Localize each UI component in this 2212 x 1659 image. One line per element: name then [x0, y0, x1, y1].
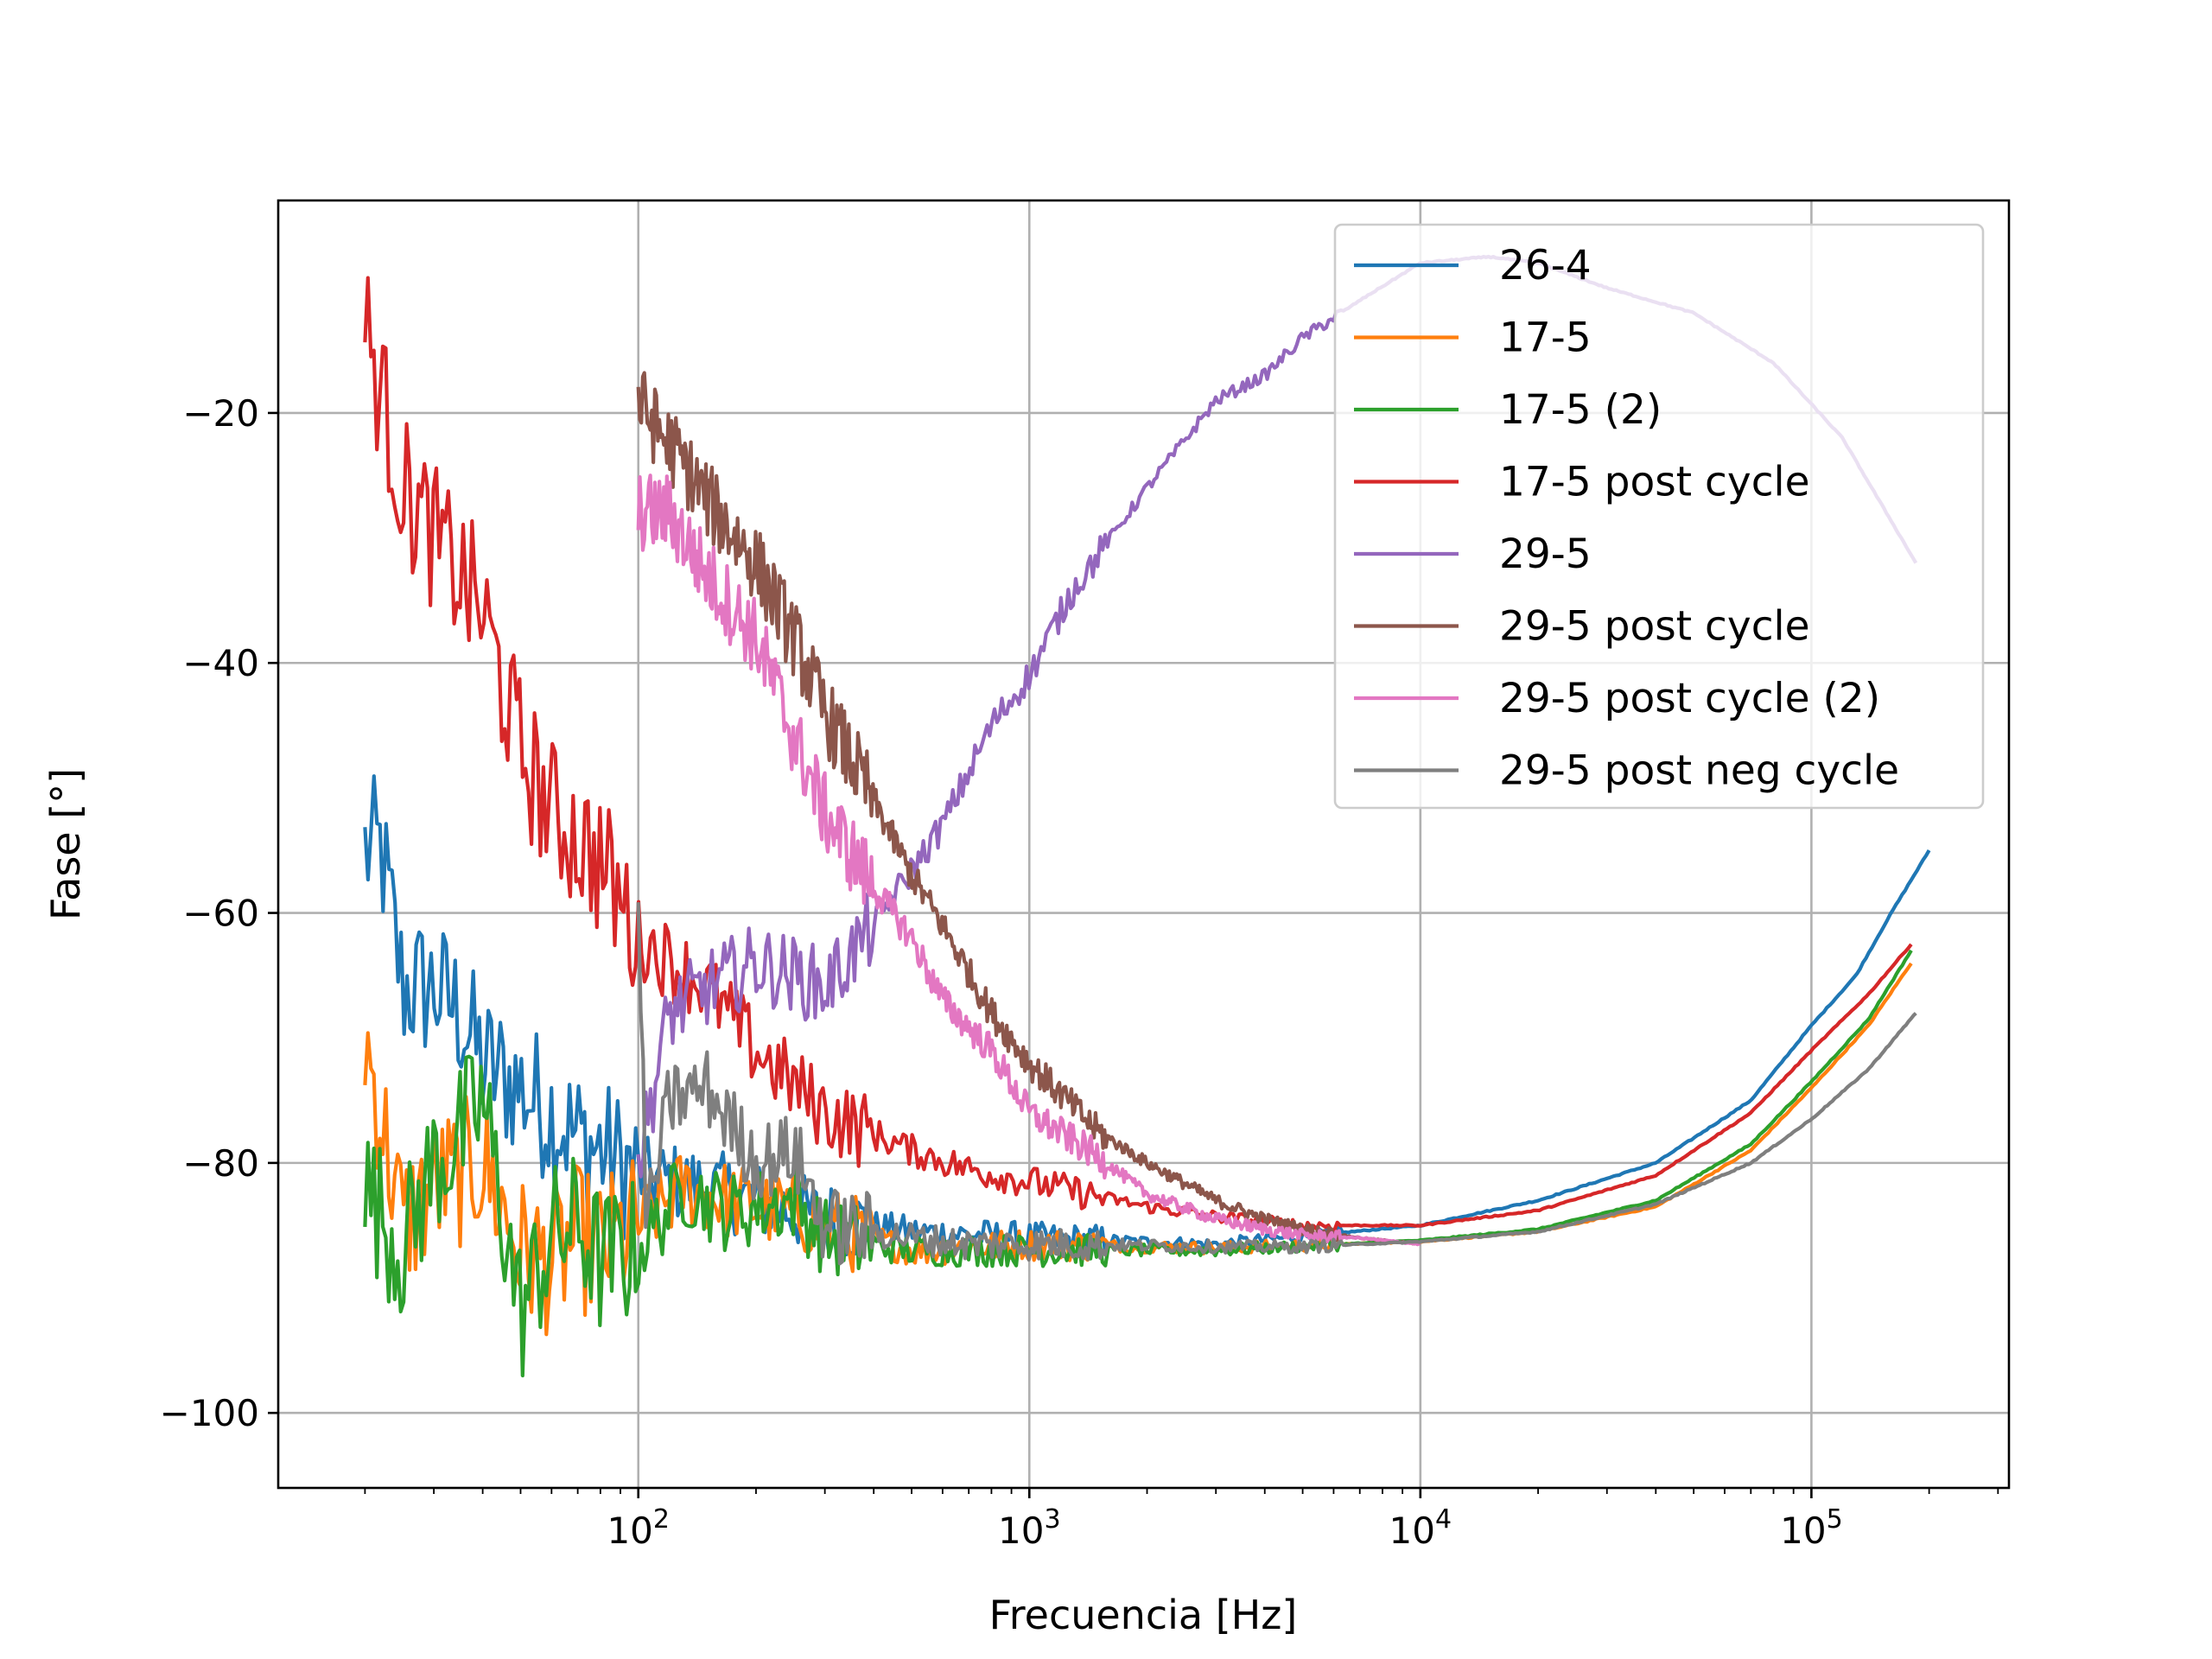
legend-label: 17-5 (2): [1499, 386, 1662, 434]
x-tick-mantissa: 10: [1780, 1510, 1826, 1552]
series-line: [636, 474, 1421, 1247]
legend-label: 17-5 post cycle: [1499, 459, 1810, 506]
x-tick-exponent: 5: [1827, 1504, 1843, 1535]
legend: 26-4 17-5 17-5 (2) 17-5 post cycle 29-5 29-5 …: [1333, 223, 1985, 810]
plot-area-frame: [276, 199, 2011, 1490]
x-tick-label: 105: [1780, 1504, 1843, 1552]
x-tick-exponent: 4: [1435, 1504, 1452, 1535]
x-tick-mantissa: 10: [607, 1510, 652, 1552]
legend-label: 29-5: [1499, 531, 1592, 578]
y-axis-label: Fase [°]: [42, 768, 89, 920]
x-tick-mantissa: 10: [1389, 1510, 1435, 1552]
series-line: [636, 902, 1917, 1266]
series-line: [363, 949, 1913, 1378]
y-tick-label: −20: [182, 392, 259, 435]
y-tick-label: −80: [182, 1142, 259, 1185]
x-tick-label: 103: [998, 1504, 1061, 1552]
x-tick-exponent: 2: [653, 1504, 670, 1535]
legend-label: 29-5 post cycle (2): [1499, 675, 1880, 722]
legend-label: 29-5 post neg cycle: [1499, 747, 1899, 795]
x-tick-exponent: 3: [1044, 1504, 1060, 1535]
legend-label: 26-4: [1499, 242, 1592, 289]
legend-frame: [1333, 223, 1985, 810]
series-line: [363, 276, 1913, 1234]
axis-ticks: 102 103 104 105−20−40−60−80−100: [160, 392, 1999, 1552]
x-tick-label: 102: [607, 1504, 670, 1552]
x-tick-mantissa: 10: [998, 1510, 1044, 1552]
y-tick-label: −100: [160, 1392, 259, 1434]
x-tick-label: 104: [1389, 1504, 1452, 1552]
legend-label: 29-5 post cycle: [1499, 603, 1810, 651]
legend-entries: 26-4 17-5 17-5 (2) 17-5 post cycle 29-5 29-5 …: [1354, 242, 1899, 795]
y-tick-label: −60: [182, 893, 259, 935]
y-tick-label: −40: [182, 642, 259, 684]
legend-label: 17-5: [1499, 315, 1592, 362]
series-line: [363, 774, 1931, 1262]
x-axis-label: Frecuencia [Hz]: [989, 1592, 1298, 1638]
